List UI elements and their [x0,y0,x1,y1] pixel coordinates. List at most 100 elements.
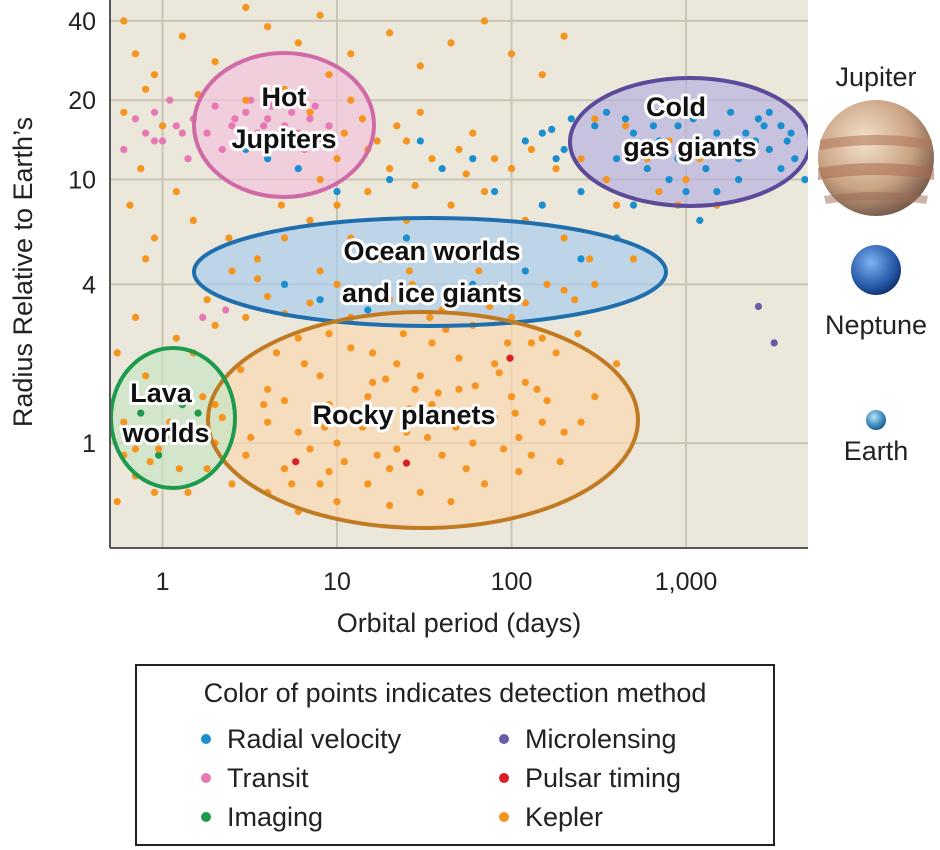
point-transit [231,115,239,123]
point-kepler [237,366,245,374]
point-transit [131,115,140,123]
point-kepler [150,488,159,496]
point-kepler [211,58,219,66]
point-kepler [316,480,324,488]
point-kepler [333,155,341,163]
region-outline-ocean-worlds-and-ice-giants [192,216,668,328]
point-kepler [242,451,250,459]
region-label-hot-jupiters: Hot [262,82,307,112]
point-radial-velocity [713,188,721,196]
point-kepler [386,29,394,37]
point-radial-velocity [702,165,710,173]
point-imaging [178,401,186,409]
point-kepler [340,458,348,466]
point-kepler [316,372,324,380]
point-radial-velocity [801,176,808,184]
point-kepler [416,488,424,496]
point-kepler [428,339,436,347]
point-kepler [347,409,355,417]
point-kepler [311,405,319,413]
point-microlensing [754,302,763,311]
scatter-points [113,3,808,516]
point-radial-velocity [760,122,768,130]
point-transit [150,108,159,116]
point-kepler [378,418,386,426]
point-kepler [499,445,508,453]
point-kepler [515,433,523,442]
reference-planet-earth: Earth [844,410,909,466]
planet-label-earth: Earth [844,436,909,466]
point-radial-velocity [280,280,289,288]
legend-dot [499,772,509,783]
point-kepler [325,401,333,409]
point-transit [306,115,314,123]
point-kepler [364,188,372,196]
point-kepler [402,428,411,436]
point-transit [172,122,180,130]
region-fills [111,53,808,528]
point-kepler [158,122,167,130]
x-axis-label: Orbital period (days) [337,608,582,638]
point-radial-velocity [637,145,645,154]
point-kepler [438,451,446,459]
point-kepler [469,286,477,294]
point-kepler [393,360,401,368]
point-kepler [260,401,268,409]
point-kepler [507,50,516,58]
point-kepler [665,137,673,145]
point-kepler [242,313,250,321]
point-kepler [504,339,512,347]
point-kepler [321,423,329,431]
point-radial-velocity [416,286,424,294]
region-outline-hot-jupiters [192,51,376,199]
point-kepler [586,255,594,263]
point-kepler [491,360,499,368]
point-kepler [316,176,324,184]
point-imaging [162,433,170,442]
point-kepler [455,385,463,393]
point-kepler [426,313,434,321]
point-kepler [486,302,494,311]
point-kepler [120,17,128,25]
point-kepler [543,397,551,405]
point-radial-velocity [629,201,638,209]
point-kepler [511,409,519,417]
point-kepler [228,480,236,488]
point-kepler [325,330,333,338]
point-radial-velocity [696,145,704,154]
point-radial-velocity [591,122,599,130]
y-tick-label: 10 [68,167,96,195]
point-transit [242,108,250,116]
legend-label: Pulsar timing [525,763,682,793]
point-kepler [364,393,372,401]
point-kepler [577,418,585,426]
region-outline-rocky-planets [206,310,640,530]
point-transit [150,137,159,145]
point-kepler [146,458,154,466]
point-radial-velocity [629,129,638,137]
region-fill-rocky-planets [208,312,638,528]
point-radial-velocity [649,122,658,130]
series-microlensing [754,302,778,347]
point-kepler [382,375,390,383]
point-kepler [373,451,381,459]
planet-label-neptune: Neptune [825,310,927,340]
point-kepler [333,201,341,209]
point-kepler [347,234,355,242]
point-kepler [172,334,180,342]
jupiter-band [818,163,934,180]
point-kepler [264,385,272,393]
legend-label: Transit [227,763,309,793]
region-label-lava-worlds: Lava [130,378,193,408]
point-kepler [495,369,503,377]
x-tick-label: 1 [156,568,170,596]
point-kepler [358,423,367,431]
point-transit [288,108,296,116]
point-kepler [411,385,419,393]
point-pulsar-timing [402,459,411,467]
point-radial-velocity [777,165,785,173]
point-transit [158,137,167,145]
point-radial-velocity [521,267,529,275]
point-kepler [462,170,470,178]
point-kepler [571,296,579,304]
